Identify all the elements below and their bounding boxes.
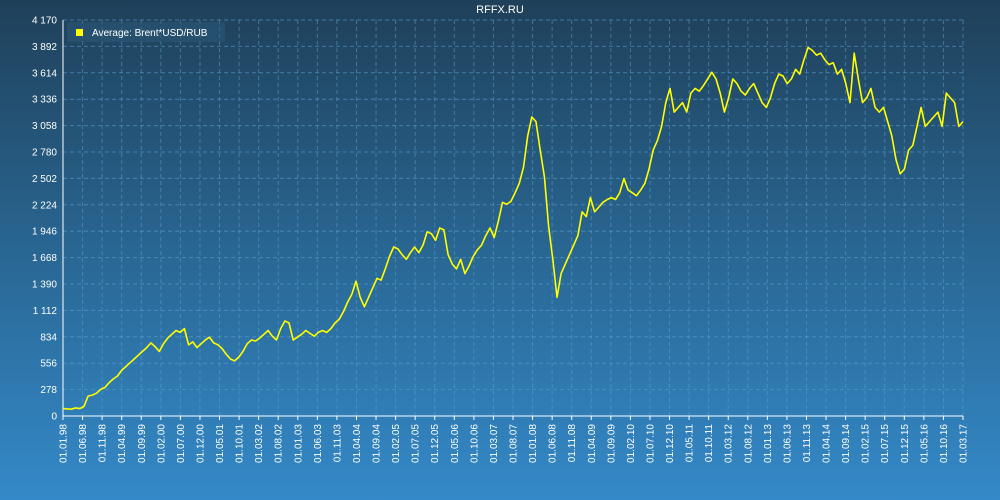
legend-label: Average: Brent*USD/RUB	[92, 28, 208, 39]
legend-box	[67, 22, 225, 42]
x-tick-label: 01.03.12	[724, 424, 735, 463]
x-tick-label: 01.02.15	[861, 424, 872, 463]
x-tick-label: 01.12.10	[665, 424, 676, 463]
x-tick-label: 01.12.15	[900, 424, 911, 463]
x-tick-label: 01.07.00	[176, 424, 187, 463]
x-tick-label: 01.11.98	[98, 424, 109, 463]
y-tick-label: 4 170	[32, 16, 57, 27]
x-tick-label: 01.07.05	[411, 424, 422, 463]
x-tick-label: 01.11.03	[332, 424, 343, 463]
y-tick-label: 2 224	[32, 200, 57, 211]
y-tick-label: 3 614	[32, 68, 57, 79]
y-tick-label: 278	[40, 385, 57, 396]
x-tick-label: 01.03.02	[254, 424, 265, 463]
x-axis-ticks: 01.01.98 01.06.98 01.11.98 01.04.99 01.09.99…	[59, 416, 970, 463]
x-tick-label: 01.07.15	[880, 424, 891, 463]
x-tick-label: 01.10.16	[939, 424, 950, 463]
x-tick-label: 01.09.09	[606, 424, 617, 463]
x-tick-label: 01.10.01	[235, 424, 246, 463]
y-axis-ticks: 0 278 556 834 1 112 1 390 1 668 1 946 2 224 2 502…	[32, 16, 57, 423]
y-tick-label: 3 892	[32, 42, 57, 53]
x-tick-label: 01.12.00	[195, 424, 206, 463]
x-tick-label: 01.05.01	[215, 424, 226, 463]
series-line-brent-usd-rub	[62, 46, 964, 410]
x-tick-label: 01.12.05	[430, 424, 441, 463]
x-tick-label: 01.01.13	[763, 424, 774, 463]
x-tick-label: 01.09.99	[137, 424, 148, 463]
grid-lines	[62, 19, 964, 417]
x-tick-label: 01.08.07	[509, 424, 520, 463]
x-tick-label: 01.10.11	[704, 424, 715, 463]
chart-title: RFFX.RU	[476, 4, 524, 16]
x-tick-label: 01.06.03	[313, 424, 324, 463]
y-tick-label: 1 112	[33, 306, 58, 317]
x-tick-label: 01.04.14	[822, 424, 833, 463]
y-tick-label: 2 502	[32, 174, 57, 185]
x-tick-label: 01.03.17	[959, 424, 970, 463]
y-tick-label: 2 780	[32, 148, 57, 159]
x-tick-label: 01.10.06	[469, 424, 480, 463]
x-tick-label: 01.02.10	[626, 424, 637, 463]
x-tick-label: 01.04.99	[117, 424, 128, 463]
y-tick-label: 3 336	[32, 95, 57, 106]
x-tick-label: 01.11.13	[802, 424, 813, 463]
x-tick-label: 01.03.07	[489, 424, 500, 463]
x-tick-label: 01.01.98	[59, 424, 70, 463]
legend-swatch	[76, 29, 83, 36]
y-tick-label: 1 946	[32, 227, 57, 238]
x-tick-label: 01.04.04	[352, 424, 363, 463]
x-tick-label: 01.05.11	[685, 424, 696, 463]
x-tick-label: 01.01.03	[293, 424, 304, 463]
x-tick-label: 01.05.06	[450, 424, 461, 463]
x-tick-label: 01.11.08	[567, 424, 578, 463]
y-tick-label: 3 058	[32, 121, 57, 132]
x-tick-label: 01.08.12	[743, 424, 754, 463]
x-tick-label: 01.05.16	[919, 424, 930, 463]
y-tick-label: 834	[40, 332, 57, 343]
y-tick-label: 556	[40, 359, 57, 370]
x-tick-label: 01.06.98	[78, 424, 89, 463]
x-tick-label: 01.09.14	[841, 424, 852, 463]
y-tick-label: 1 668	[32, 253, 57, 264]
x-tick-label: 01.02.00	[156, 424, 167, 463]
x-tick-label: 01.01.08	[528, 424, 539, 463]
y-tick-label: 0	[51, 412, 57, 423]
x-tick-label: 01.07.10	[645, 424, 656, 463]
y-tick-label: 1 390	[32, 280, 57, 291]
series-group	[62, 46, 964, 410]
legend: Average: Brent*USD/RUB	[67, 22, 225, 42]
x-tick-label: 01.09.04	[372, 424, 383, 463]
x-tick-label: 01.06.13	[782, 424, 793, 463]
x-tick-label: 01.04.09	[587, 424, 598, 463]
x-tick-label: 01.08.02	[274, 424, 285, 463]
x-tick-label: 01.06.08	[548, 424, 559, 463]
x-tick-label: 01.02.05	[391, 424, 402, 463]
